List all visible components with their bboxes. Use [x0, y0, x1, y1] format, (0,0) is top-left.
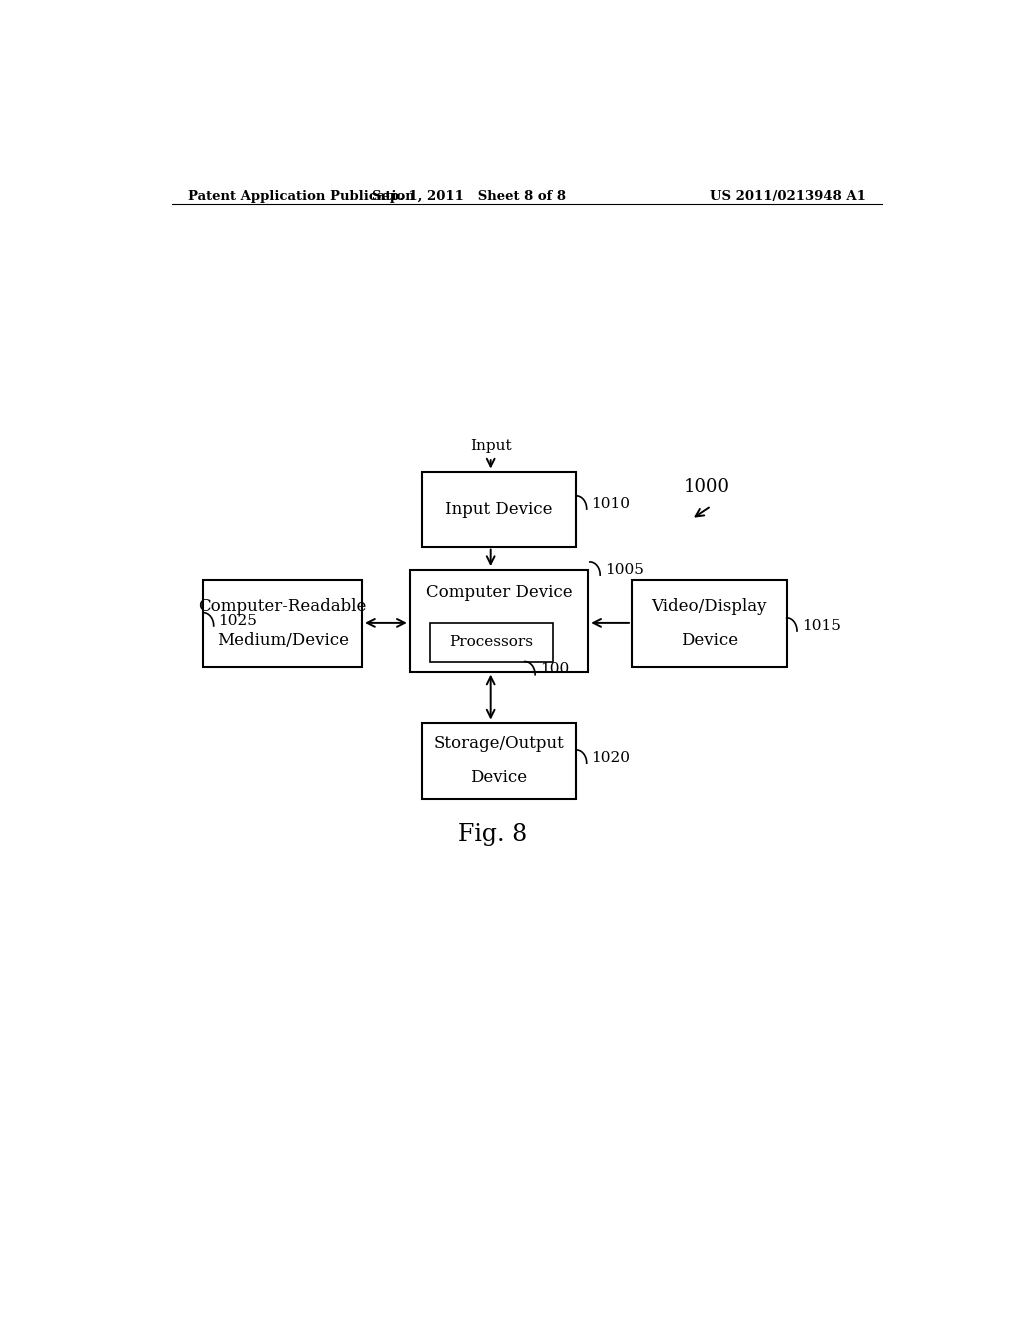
Text: 1000: 1000 [684, 478, 729, 496]
Text: 1015: 1015 [802, 619, 841, 632]
Text: US 2011/0213948 A1: US 2011/0213948 A1 [711, 190, 866, 202]
Text: Storage/Output: Storage/Output [433, 735, 564, 752]
Text: 1010: 1010 [592, 496, 631, 511]
Text: Computer Device: Computer Device [426, 583, 572, 601]
Text: Processors: Processors [450, 635, 534, 649]
Text: 1005: 1005 [605, 562, 644, 577]
Bar [422, 473, 577, 546]
Text: Video/Display: Video/Display [651, 598, 767, 615]
Text: 1025: 1025 [218, 614, 257, 627]
Bar [430, 623, 553, 661]
Bar [422, 722, 577, 799]
Text: Medium/Device: Medium/Device [217, 632, 349, 649]
Bar [204, 581, 362, 667]
Text: Device: Device [470, 770, 527, 787]
Text: Patent Application Publication: Patent Application Publication [187, 190, 415, 202]
Bar [632, 581, 786, 667]
Text: 1020: 1020 [592, 751, 631, 764]
Text: Input Device: Input Device [445, 502, 553, 517]
Text: Fig. 8: Fig. 8 [459, 822, 527, 846]
Text: Sep. 1, 2011   Sheet 8 of 8: Sep. 1, 2011 Sheet 8 of 8 [373, 190, 566, 202]
Bar [410, 570, 588, 672]
Text: Computer-Readable: Computer-Readable [199, 598, 367, 615]
Text: Device: Device [681, 632, 738, 649]
Text: 100: 100 [540, 663, 569, 676]
Text: Input: Input [470, 440, 511, 453]
